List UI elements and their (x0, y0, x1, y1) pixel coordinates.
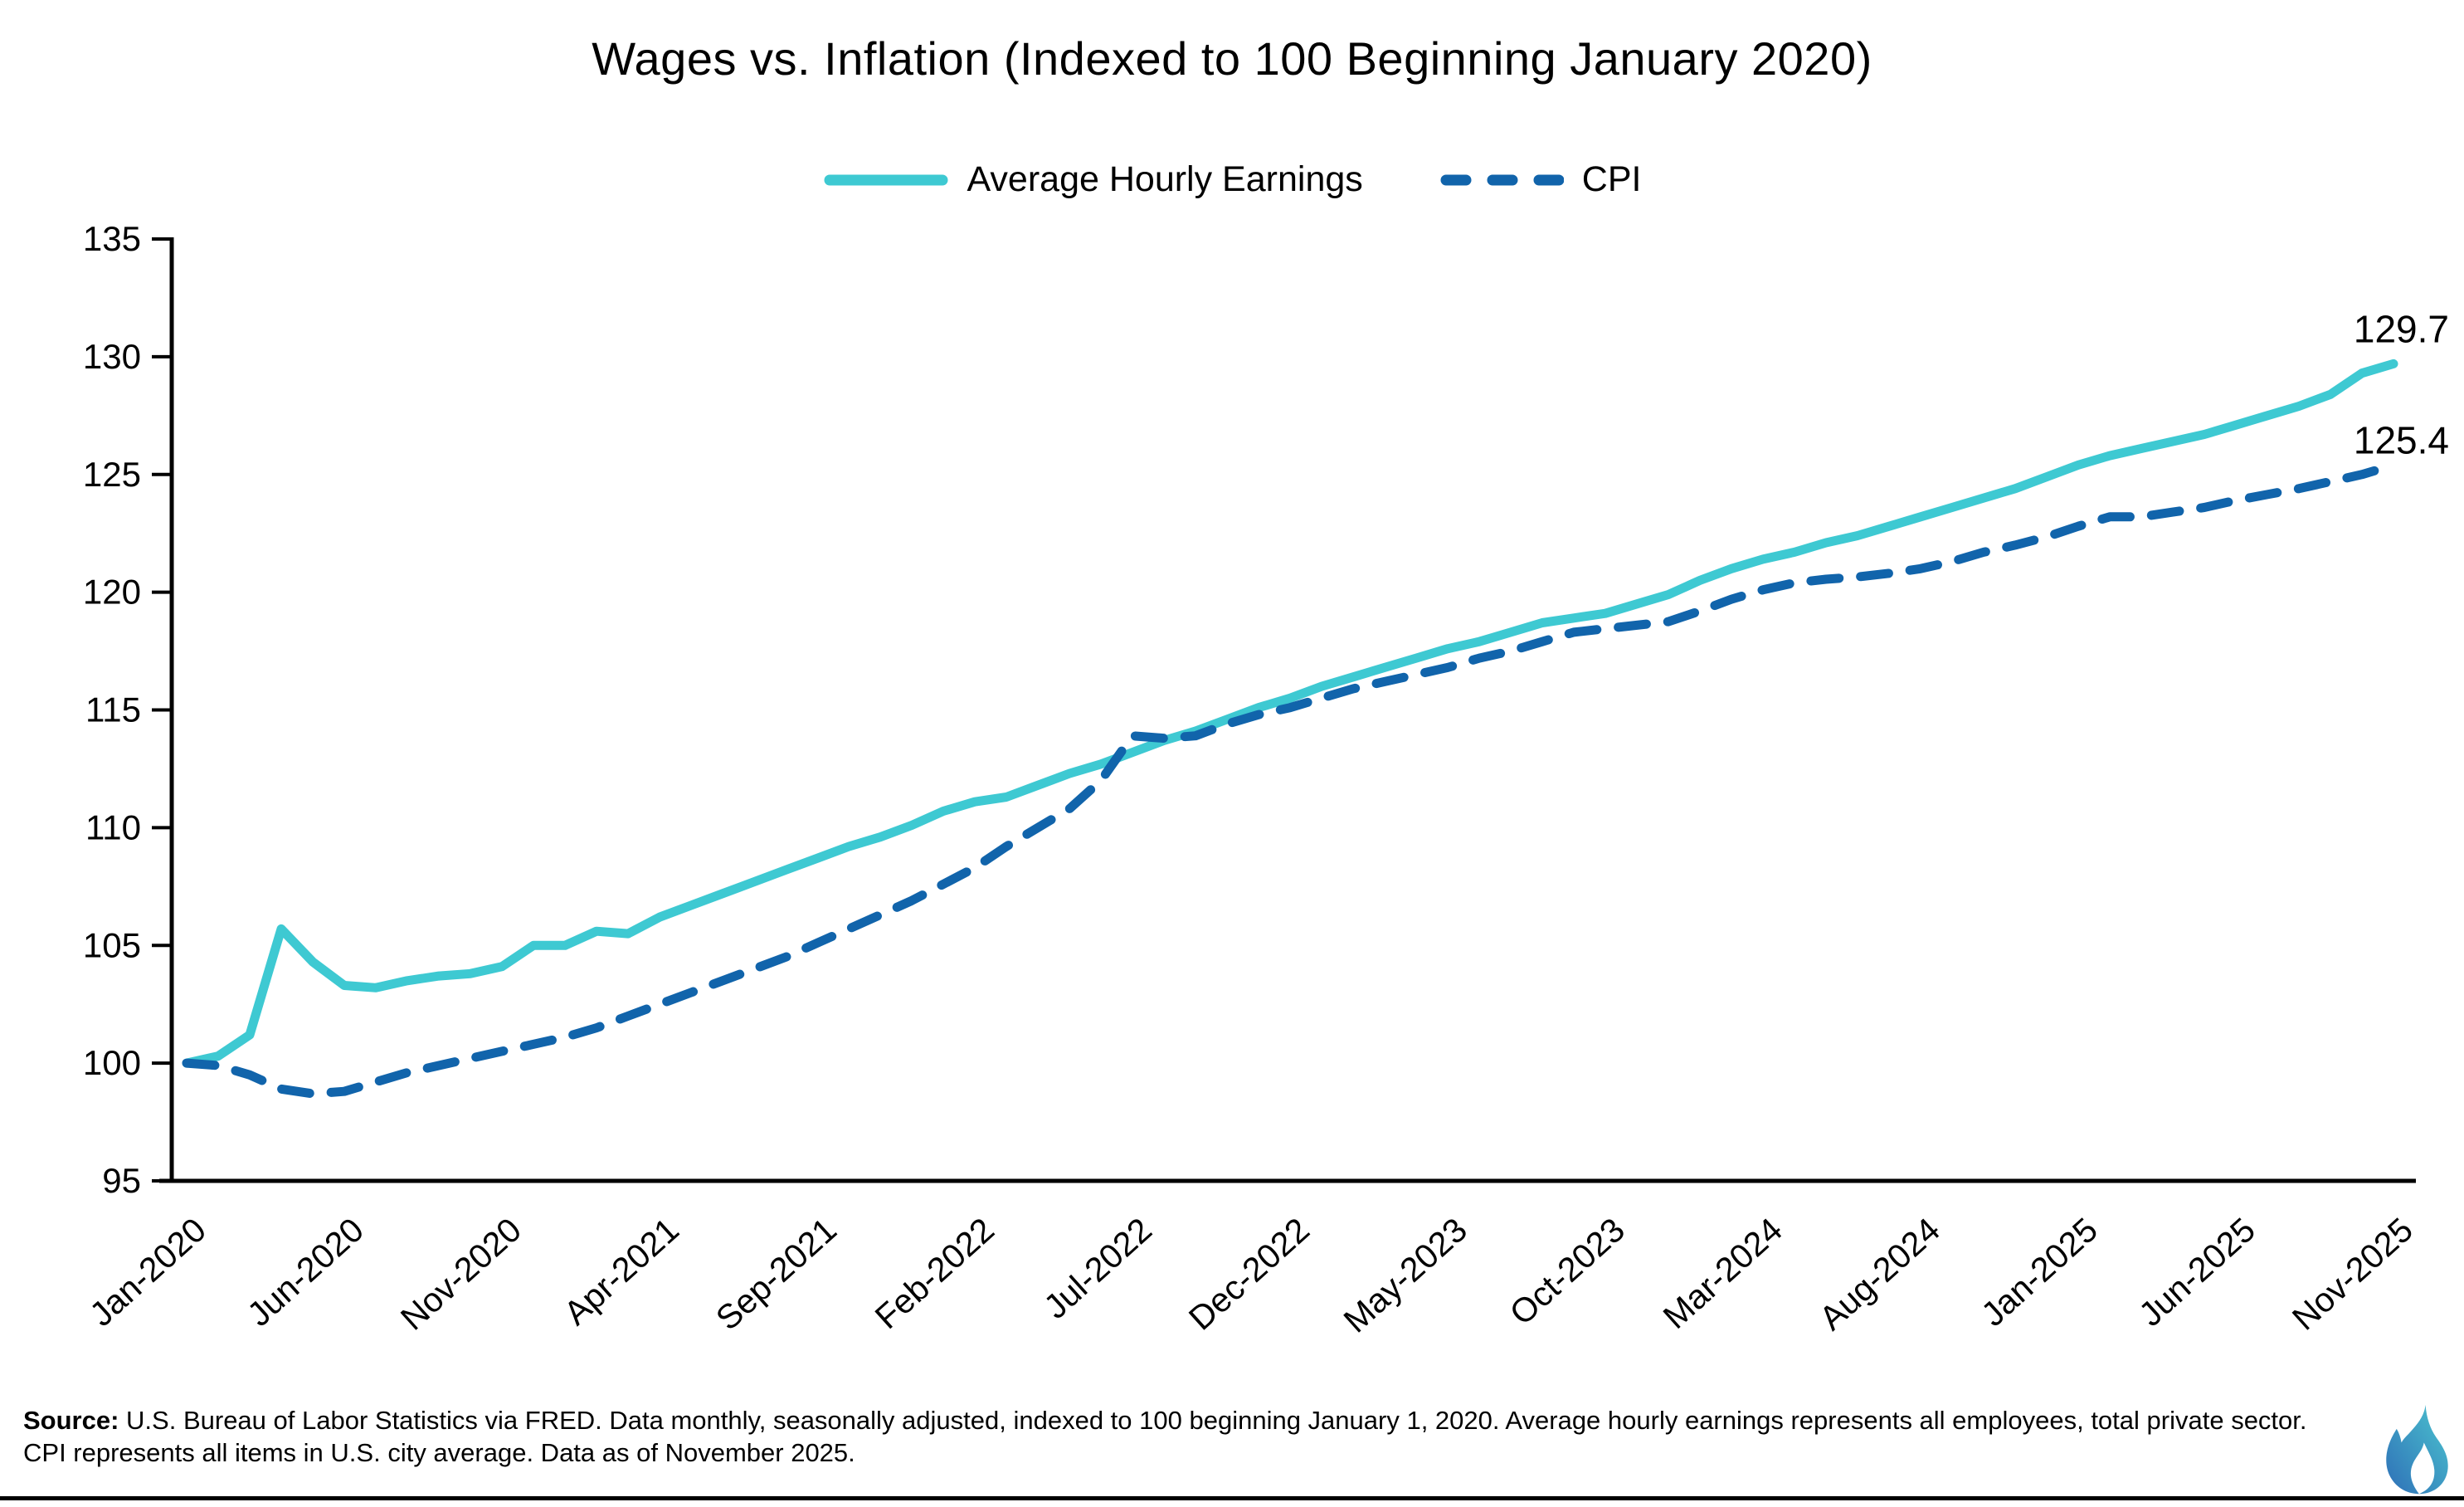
y-tick-label: 105 (83, 925, 141, 964)
x-tick-label: Aug-2024 (1812, 1211, 1947, 1338)
chart-legend: Average Hourly Earnings CPI (0, 159, 2464, 200)
legend-item-average-hourly-earnings: Average Hourly Earnings (823, 159, 1363, 200)
source-prefix: Source: (23, 1406, 119, 1435)
legend-label-ahe: Average Hourly Earnings (967, 159, 1363, 199)
average-hourly-earnings-line (182, 358, 2398, 1068)
legend-solid-line-swatch (824, 174, 948, 185)
y-tick-label: 135 (83, 219, 141, 258)
y-tick-label: 125 (83, 455, 141, 494)
x-tick-label: Jul-2022 (1036, 1211, 1159, 1326)
x-tick-label: Apr-2021 (557, 1211, 686, 1333)
legend-item-cpi: CPI (1438, 159, 1642, 200)
x-tick-label: Jan-2025 (1974, 1211, 2105, 1334)
cpi-line (182, 460, 2398, 1099)
x-tick-label: Mar-2024 (1656, 1211, 1790, 1337)
x-tick-label: Dec-2022 (1181, 1211, 1317, 1338)
y-tick-label: 120 (83, 573, 141, 612)
page-title: Wages vs. Inflation (Indexed to 100 Begi… (592, 32, 1872, 85)
x-tick-label: Feb-2022 (868, 1211, 1001, 1337)
source-text: U.S. Bureau of Labor Statistics via FRED… (23, 1406, 2307, 1467)
y-tick-label: 95 (102, 1161, 141, 1200)
x-tick-label: Oct-2023 (1502, 1211, 1632, 1333)
cpi-end-value-label: 125.4 (2354, 418, 2449, 461)
y-tick-label: 115 (85, 690, 141, 729)
x-tick-label: Jun-2020 (240, 1211, 371, 1334)
x-tick-label: Jan-2020 (82, 1211, 213, 1334)
legend-label-cpi: CPI (1581, 159, 1642, 199)
y-tick-label: 110 (85, 807, 141, 846)
legend-dashed-line-swatch (1440, 174, 1564, 185)
x-tick-label: Nov-2025 (2285, 1211, 2420, 1338)
source-note: Source: U.S. Bureau of Labor Statistics … (23, 1404, 2346, 1469)
flame-logo-icon (2386, 1404, 2448, 1495)
x-tick-label: May-2023 (1337, 1211, 1474, 1340)
flame-inner-leaf (2410, 1442, 2435, 1495)
y-tick-label: 100 (83, 1043, 141, 1082)
bottom-divider (0, 1496, 2464, 1500)
y-tick-label: 130 (83, 337, 141, 376)
x-tick-label: Nov-2020 (393, 1211, 528, 1338)
x-tick-label: Jun-2025 (2131, 1211, 2262, 1334)
ahe-end-value-label: 129.7 (2354, 307, 2449, 350)
x-tick-label: Sep-2021 (709, 1211, 844, 1338)
